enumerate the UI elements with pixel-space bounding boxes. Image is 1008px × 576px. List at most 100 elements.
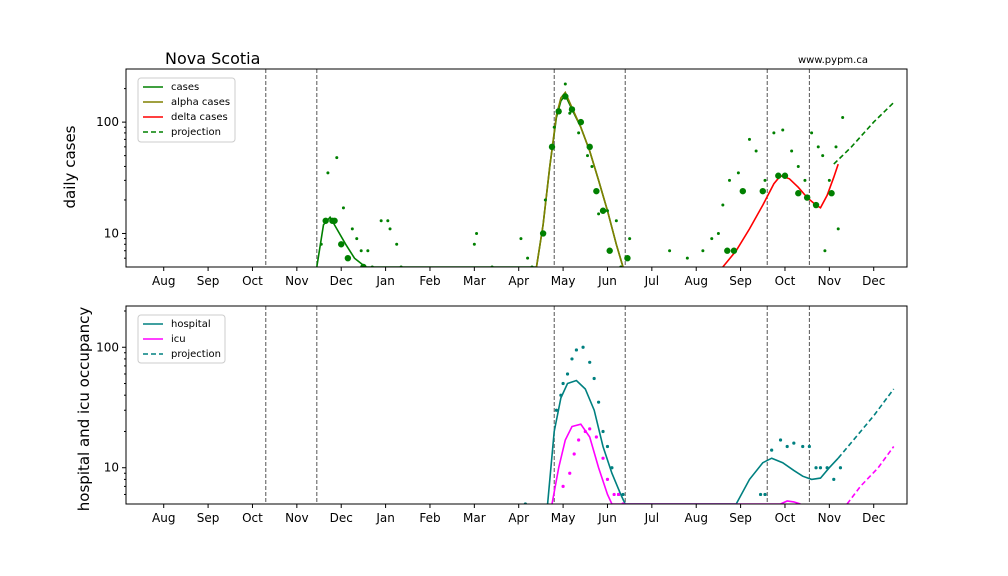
x-tick-label: May xyxy=(551,274,576,288)
legend-top: cases alpha cases delta cases projection xyxy=(137,77,236,143)
page-title: Nova Scotia xyxy=(165,49,261,68)
case-weekly-point xyxy=(795,190,802,197)
case-point xyxy=(552,125,556,129)
case-point xyxy=(472,242,476,246)
case-point xyxy=(668,249,672,253)
hospital-point xyxy=(825,466,829,470)
x-tick-label: Nov xyxy=(285,274,308,288)
series-projection xyxy=(833,101,895,165)
case-weekly-point xyxy=(344,254,352,262)
legend-alpha: alpha cases xyxy=(171,97,230,108)
legend-cases: cases xyxy=(171,82,199,93)
case-point xyxy=(710,237,714,241)
case-point xyxy=(475,231,479,235)
hospital-point xyxy=(559,393,563,397)
case-weekly-point xyxy=(759,187,766,195)
case-weekly-point xyxy=(338,241,345,248)
case-weekly-point xyxy=(322,217,329,224)
icu-point xyxy=(612,492,616,497)
x-tick-label: Aug xyxy=(685,511,708,525)
hospital-point xyxy=(785,444,789,449)
case-point xyxy=(366,249,370,253)
case-point xyxy=(597,212,601,216)
x-tick-label: Mar xyxy=(463,274,486,288)
case-point xyxy=(568,111,572,115)
case-point xyxy=(701,249,705,253)
x-tick-label: Jun xyxy=(597,511,617,525)
case-weekly-point xyxy=(781,172,789,179)
icu-point xyxy=(561,484,565,488)
x-tick-label: Sep xyxy=(729,274,752,288)
icu-point xyxy=(588,427,592,431)
x-tick-label: Dec xyxy=(330,274,353,288)
x-tick-label: Jan xyxy=(375,274,395,288)
x-tick-label: Oct xyxy=(775,511,796,525)
case-point xyxy=(803,178,807,182)
x-tick-label: Nov xyxy=(285,511,308,525)
case-point xyxy=(796,164,800,168)
case-point xyxy=(834,145,838,149)
y-tick-label: 100 xyxy=(96,115,119,129)
case-point xyxy=(736,171,740,175)
x-tick-label: Apr xyxy=(508,511,529,525)
hospital-point xyxy=(565,372,570,376)
case-point xyxy=(586,154,589,158)
x-tick-label: Feb xyxy=(419,274,440,288)
hospital-point xyxy=(818,466,823,470)
x-tick-label: Jun xyxy=(597,274,617,288)
case-weekly-point xyxy=(562,93,569,100)
series-alpha-cases xyxy=(535,90,624,267)
case-weekly-point xyxy=(739,187,747,195)
hospital-point xyxy=(581,345,585,349)
case-point xyxy=(526,256,530,260)
series-delta-cases xyxy=(722,163,839,267)
x-tick-label: Jul xyxy=(644,274,659,288)
case-weekly-point xyxy=(548,143,556,151)
x-tick-label: Oct xyxy=(242,274,263,288)
legend-hospital: hospital xyxy=(171,319,211,330)
case-weekly-point xyxy=(599,207,607,214)
case-weekly-point xyxy=(812,201,820,209)
case-point xyxy=(823,249,827,253)
case-point xyxy=(836,227,840,231)
hospital-point xyxy=(605,444,610,449)
icu-point xyxy=(572,452,576,456)
hospital-point xyxy=(758,492,763,497)
hospital-point xyxy=(554,408,559,412)
case-weekly-point xyxy=(586,143,593,151)
icu-point xyxy=(601,456,605,460)
case-point xyxy=(628,237,632,241)
x-tick-label: Sep xyxy=(197,274,220,288)
hospital-point xyxy=(588,360,592,364)
x-tick-label: Sep xyxy=(197,511,220,525)
x-tick-label: Feb xyxy=(419,511,440,525)
case-point xyxy=(821,154,825,158)
case-point xyxy=(763,178,767,182)
case-point xyxy=(379,219,383,223)
x-tick-label: Oct xyxy=(775,274,796,288)
y-tick-label: 100 xyxy=(96,340,119,354)
case-point xyxy=(543,198,547,202)
case-point xyxy=(326,171,330,175)
bottom-axes: Aug Sep Oct Nov Dec Jan Feb Mar Apr May Jun Jul Aug S… xyxy=(96,305,908,525)
series-cases xyxy=(316,93,624,267)
hospital-point xyxy=(561,381,565,386)
legend-icu: icu xyxy=(171,334,186,345)
x-tick-label: Dec xyxy=(862,511,885,525)
x-tick-label: Dec xyxy=(862,274,885,288)
hospital-point xyxy=(570,357,574,361)
case-weekly-point xyxy=(775,172,782,179)
case-weekly-point xyxy=(828,190,835,197)
top-axes: Aug Sep Oct Nov Dec Jan Feb Mar Apr May Jun Jul Aug S… xyxy=(96,68,908,288)
legend-projection: projection xyxy=(171,127,221,138)
case-point xyxy=(350,227,354,231)
case-weekly-point xyxy=(568,106,576,113)
case-point xyxy=(386,219,390,223)
x-tick-label: Jan xyxy=(375,511,395,525)
icu-point xyxy=(605,477,610,482)
case-point xyxy=(721,203,725,207)
legend-delta: delta cases xyxy=(171,112,228,123)
case-weekly-point xyxy=(624,254,631,262)
x-tick-label: Nov xyxy=(818,274,841,288)
site-label: www.pypm.ca xyxy=(798,55,868,66)
